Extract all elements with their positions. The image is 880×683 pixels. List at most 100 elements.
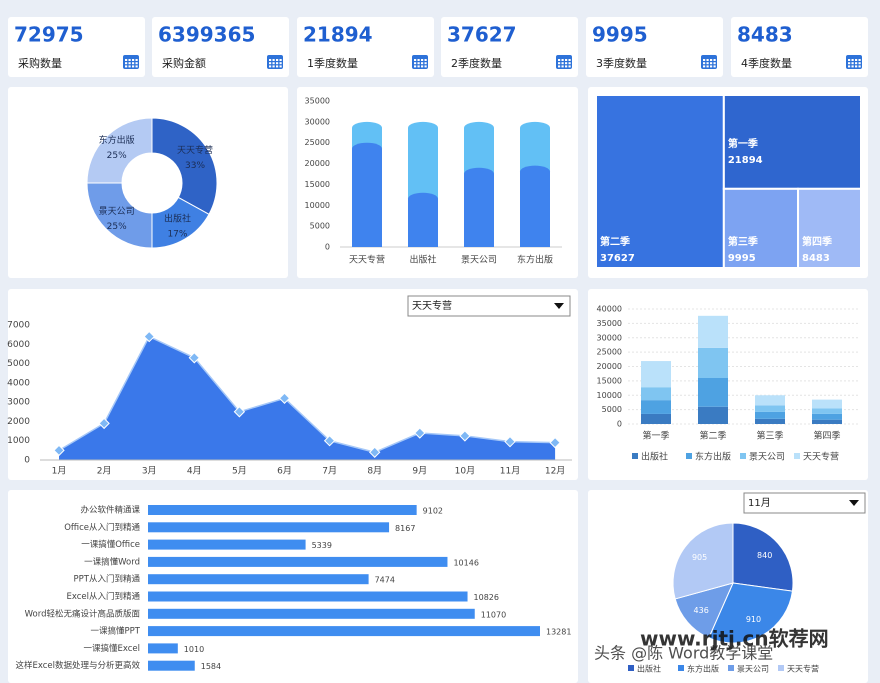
bar-segment bbox=[755, 411, 785, 419]
x-tick-label: 第一季 bbox=[642, 430, 669, 442]
panel bbox=[8, 490, 578, 683]
donut-slice bbox=[86, 117, 153, 184]
y-tick-label: 这样Excel数据处理与分析更高效 bbox=[15, 660, 140, 671]
bar-segment bbox=[755, 395, 785, 406]
dropdown-value: 天天专营 bbox=[412, 299, 452, 312]
calendar-cell bbox=[132, 65, 135, 68]
bar bbox=[148, 608, 475, 619]
bar-segment bbox=[698, 347, 728, 378]
legend-swatch bbox=[632, 453, 638, 459]
treemap-value: 8483 bbox=[802, 253, 830, 264]
dropdown[interactable] bbox=[407, 295, 571, 317]
y-tick-label: 7000 bbox=[7, 321, 30, 331]
calendar-cell bbox=[565, 59, 568, 61]
calendar-cell bbox=[848, 62, 851, 65]
legend-label: 天天专营 bbox=[803, 451, 839, 463]
marker bbox=[53, 444, 65, 457]
calendar-cell bbox=[565, 65, 568, 68]
calendar-cell bbox=[706, 65, 709, 68]
bar-segment bbox=[698, 315, 728, 348]
x-tick-label: 第二季 bbox=[699, 430, 726, 442]
legend-label: 出版社 bbox=[637, 664, 661, 674]
value-label: 1010 bbox=[184, 645, 204, 654]
marker bbox=[98, 417, 110, 430]
y-tick-label: 一课搞懂Office bbox=[81, 539, 140, 550]
legend-label: 东方出版 bbox=[687, 664, 719, 674]
bar-segment bbox=[698, 378, 728, 407]
calendar-cell bbox=[417, 65, 420, 68]
y-tick-label: 30000 bbox=[597, 333, 622, 342]
kpi-label: 1季度数量 bbox=[307, 56, 358, 70]
calendar-cell bbox=[128, 59, 131, 61]
calendar-cell bbox=[568, 65, 571, 68]
y-tick-label: Excel从入门到精通 bbox=[66, 591, 140, 602]
bar bbox=[148, 626, 540, 637]
x-tick-label: 景天公司 bbox=[461, 255, 497, 266]
calendar-cell bbox=[424, 65, 427, 68]
bar-segment bbox=[812, 399, 842, 409]
treemap-cell bbox=[722, 187, 800, 269]
y-tick-label: 办公软件精通课 bbox=[80, 505, 140, 516]
calendar-cell bbox=[851, 65, 854, 68]
y-tick-label: 5000 bbox=[7, 359, 30, 369]
bar bbox=[148, 591, 468, 602]
calendar-cell bbox=[703, 62, 706, 65]
bar bbox=[148, 643, 178, 654]
calendar-cell bbox=[848, 65, 851, 68]
calendar-cell bbox=[851, 62, 854, 65]
donut-slice bbox=[86, 182, 153, 249]
legend-swatch bbox=[728, 665, 734, 671]
bar-segment bbox=[812, 419, 842, 424]
kpi-value: 37627 bbox=[447, 23, 517, 47]
x-tick-label: 6月 bbox=[277, 466, 292, 477]
calendar-cell bbox=[279, 65, 282, 68]
dropdown-arrow bbox=[554, 303, 564, 309]
bar bbox=[148, 539, 306, 550]
bar bbox=[148, 505, 417, 515]
panel bbox=[731, 17, 868, 77]
value-label: 13281 bbox=[546, 628, 571, 637]
calendar-cell bbox=[125, 65, 128, 68]
legend-label: 景天公司 bbox=[749, 452, 785, 463]
calendar-cell bbox=[414, 62, 417, 65]
pie-slice bbox=[732, 522, 794, 592]
marker bbox=[368, 446, 381, 458]
pie-slice bbox=[674, 582, 734, 639]
calendar-cell bbox=[855, 59, 858, 61]
marker bbox=[323, 435, 336, 447]
y-tick-label: 35000 bbox=[305, 97, 330, 106]
calendar-cell bbox=[568, 62, 571, 65]
calendar-cell bbox=[414, 59, 417, 61]
y-tick-label: 一课搞懂Excel bbox=[83, 643, 140, 654]
slice-label: 天天专营 bbox=[177, 144, 213, 156]
marker bbox=[504, 435, 516, 448]
x-tick-label: 7月 bbox=[322, 466, 337, 477]
value-label: 10146 bbox=[453, 558, 478, 567]
dropdown[interactable] bbox=[743, 492, 866, 514]
treemap-name: 第二季 bbox=[600, 235, 631, 248]
slice-label: 景天公司 bbox=[99, 206, 135, 217]
x-tick-label: 8月 bbox=[367, 466, 382, 477]
y-tick-label: 20000 bbox=[597, 362, 622, 371]
calendar-cell bbox=[858, 59, 861, 61]
calendar-cell bbox=[276, 65, 279, 68]
value-label: 7474 bbox=[375, 576, 395, 585]
x-tick-label: 4月 bbox=[187, 466, 202, 477]
x-tick-label: 12月 bbox=[545, 466, 565, 477]
bar bbox=[148, 556, 448, 567]
y-tick-label: 5000 bbox=[310, 222, 330, 231]
y-tick-label: 15000 bbox=[305, 180, 330, 189]
bar bbox=[148, 660, 195, 671]
dropdown-arrow bbox=[849, 500, 859, 506]
marker bbox=[459, 430, 471, 442]
calendar-cell bbox=[269, 62, 272, 65]
y-tick-label: Word轻松无痛设计高品质版面 bbox=[25, 608, 141, 619]
marker bbox=[549, 436, 561, 449]
y-tick-label: 0 bbox=[325, 243, 330, 252]
calendar-cell bbox=[703, 59, 706, 61]
capsule-bar bbox=[408, 192, 438, 247]
treemap-cell bbox=[722, 94, 863, 190]
kpi-label: 采购金额 bbox=[162, 56, 206, 70]
calendar-cell bbox=[703, 65, 706, 68]
